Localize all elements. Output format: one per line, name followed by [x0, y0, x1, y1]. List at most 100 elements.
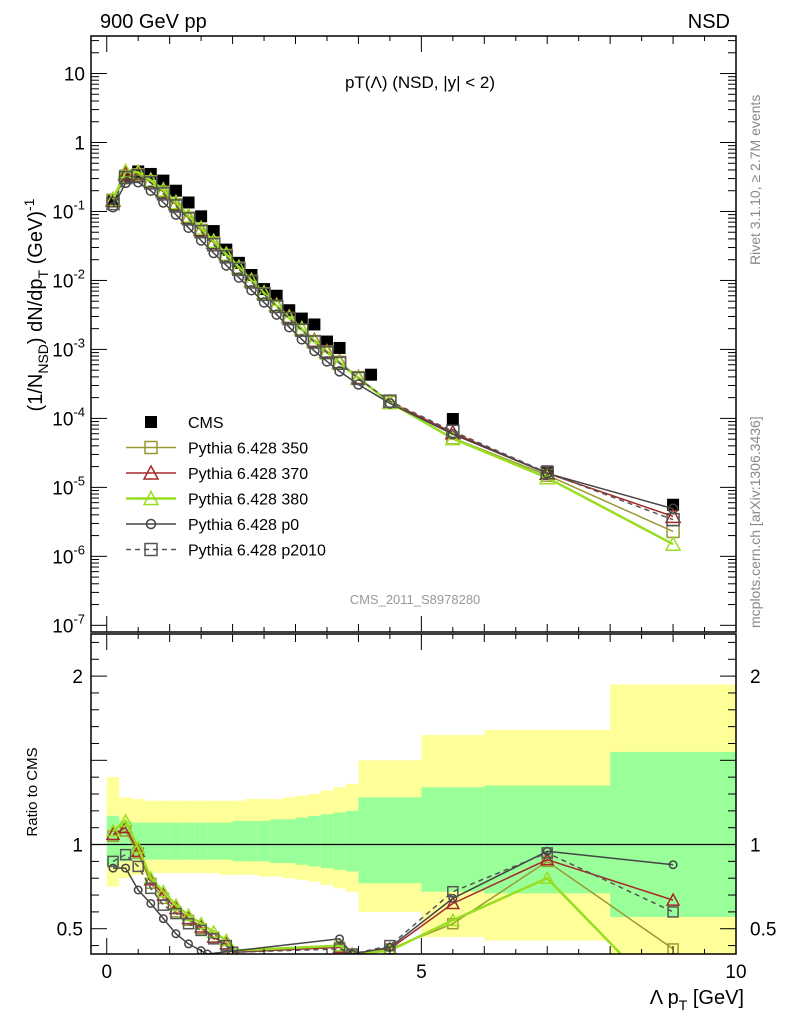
uncertainty-band-1sigma [345, 810, 359, 872]
data-point [309, 345, 320, 357]
data-point [104, 190, 122, 207]
data-point [351, 371, 366, 386]
ratio-point [146, 898, 156, 908]
main-plot-title: pT(Λ) (NSD, |y| < 2) [345, 73, 495, 92]
ratio-point [206, 924, 221, 938]
ratio-point [108, 863, 118, 873]
y-tick-label: 10 [64, 65, 85, 86]
watermark-label: CMS_2011_S8978280 [350, 592, 481, 607]
data-point [384, 398, 396, 409]
data-point [181, 212, 196, 226]
ratio-point [541, 847, 553, 859]
spectrum-panel: pT(Λ) (NSD, |y| < 2) CMS_2011_S8978280 (… [21, 35, 737, 637]
main-plot-frame [90, 35, 737, 633]
y-tick-label: 10-1 [52, 197, 85, 223]
data-point [320, 335, 333, 348]
ratio-point [195, 924, 207, 937]
data-point [219, 250, 234, 264]
ratio-point [119, 848, 132, 861]
data-point [182, 196, 195, 209]
data-point [208, 247, 219, 259]
data-point [295, 312, 308, 325]
ratio-point [665, 892, 681, 906]
ratio-point [207, 933, 220, 945]
legend-label: Pythia 6.428 370 [188, 466, 308, 483]
legend-marker [145, 518, 157, 530]
y-tick-label: 10-2 [52, 266, 85, 292]
ratio-point [539, 852, 555, 866]
ratio-point [667, 906, 679, 918]
data-point [447, 428, 459, 440]
uncertainty-band-1sigma [245, 820, 258, 862]
data-point [207, 225, 220, 238]
data-point [195, 235, 207, 246]
ratio-point [105, 823, 121, 837]
data-point [664, 535, 682, 551]
data-point [195, 210, 208, 223]
ratio-point [335, 934, 345, 944]
main-y-axis-label: (1/NNSD) dN/dpT (GeV)-1 [21, 198, 51, 411]
ratio-point [181, 907, 196, 922]
legend-marker [144, 542, 158, 557]
data-point [307, 335, 322, 349]
data-point [169, 199, 183, 213]
uncertainty-band-1sigma [207, 822, 220, 860]
ratio-point [105, 826, 121, 841]
data-point [246, 285, 257, 296]
data-point [446, 412, 459, 425]
data-point [255, 284, 273, 300]
ratio-line [112, 818, 623, 954]
ratio-point [182, 917, 195, 930]
ratio-point [156, 884, 171, 898]
data-point [296, 334, 308, 345]
mcplots-label: mcplots.cern.ch [arXiv:1306.3436] [747, 416, 763, 628]
ratio-point [168, 897, 184, 911]
data-point [321, 356, 333, 367]
data-point [258, 297, 270, 308]
ratio-point [121, 863, 131, 873]
ratio-y-tick-label-right: 2 [750, 667, 761, 688]
uncertainty-band-1sigma [421, 787, 485, 892]
data-point [158, 197, 169, 208]
data-point [541, 468, 553, 479]
ratio-point [184, 939, 194, 949]
ratio-point [220, 939, 233, 952]
uncertainty-band-1sigma [320, 814, 334, 869]
data-point [283, 321, 295, 333]
data-point [232, 262, 246, 277]
legend-label: Pythia 6.428 p0 [188, 517, 299, 534]
data-point [295, 323, 309, 337]
data-point [282, 311, 296, 326]
data-point [194, 224, 208, 239]
data-point [332, 356, 347, 371]
ratio-y-tick-label-right: 0.5 [750, 920, 776, 941]
legend-marker [144, 440, 158, 455]
data-point [280, 308, 298, 325]
y-tick-label: 1 [74, 134, 85, 155]
uncertainty-band-1sigma [610, 751, 736, 917]
uncertainty-band-1sigma [484, 785, 611, 894]
ratio-y-axis-label: Ratio to CMS [24, 747, 41, 836]
uncertainty-band-1sigma [220, 822, 233, 860]
uncertainty-band-1sigma [270, 819, 283, 864]
ratio-y-tick-label-right: 1 [750, 836, 761, 857]
legend-marker [142, 489, 160, 506]
legend-label: Pythia 6.428 p2010 [188, 543, 326, 560]
data-point [244, 275, 259, 289]
data-point [666, 512, 680, 527]
data-point [117, 165, 134, 181]
data-point [308, 318, 321, 331]
header-event-type-label: NSD [688, 11, 730, 33]
uncertainty-band-1sigma [169, 822, 183, 860]
ratio-point [170, 907, 182, 920]
y-tick-label: 10-7 [52, 611, 85, 637]
uncertainty-band-1sigma [144, 822, 158, 860]
ratio-point [447, 885, 459, 898]
y-tick-label: 10-4 [52, 404, 85, 430]
uncertainty-band-1sigma [282, 819, 296, 864]
ratio-point [448, 893, 458, 903]
data-point [170, 209, 182, 220]
series-4 [107, 177, 679, 514]
x-tick-label: 0 [101, 962, 112, 983]
data-point [365, 368, 378, 381]
